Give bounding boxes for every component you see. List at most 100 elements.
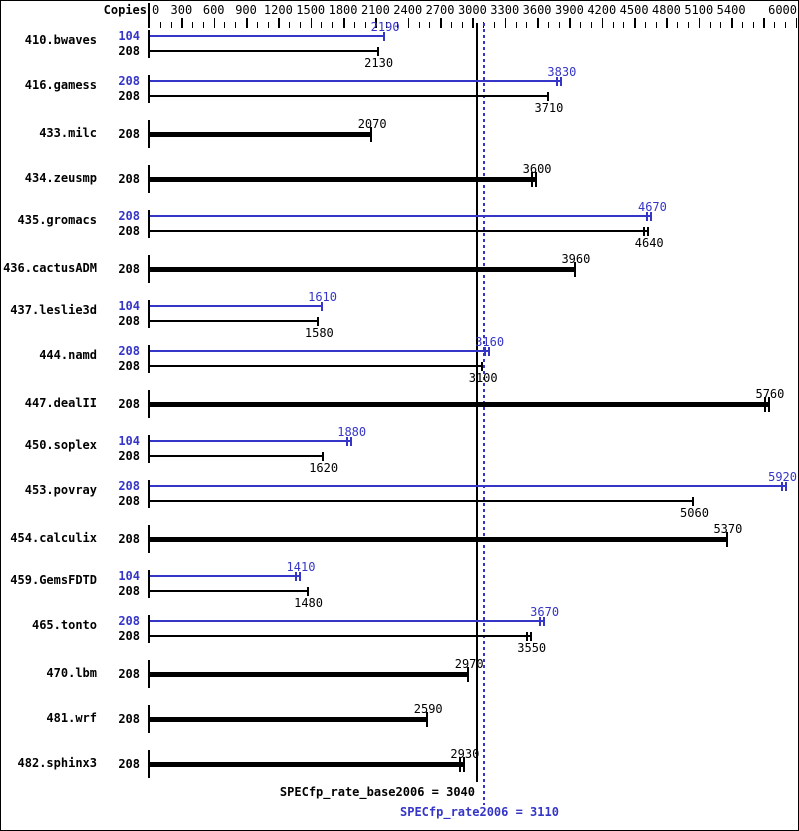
base-result-bar <box>150 671 470 677</box>
x-axis-major-tick <box>698 18 701 28</box>
base-result-bar <box>150 590 309 592</box>
copies-label: 208 <box>118 344 140 358</box>
bar-end-tick <box>529 632 532 641</box>
x-axis-minor-tick <box>299 22 301 28</box>
copies-label: 208 <box>118 667 140 681</box>
bar-value-label: 5920 <box>768 470 798 484</box>
x-axis-tick-label: 5400 <box>716 3 746 17</box>
peak-result-bar <box>150 215 653 217</box>
x-axis-tick-label: 3900 <box>554 3 584 17</box>
bar-value-label: 5370 <box>713 522 743 536</box>
x-axis-minor-tick <box>558 22 560 28</box>
base-result-bar <box>150 176 538 182</box>
bar-end-tick <box>426 712 429 727</box>
x-axis-minor-tick <box>418 22 420 28</box>
peak-result-bar <box>150 485 788 487</box>
bar-median-tick <box>294 572 297 581</box>
base-result-bar <box>150 320 320 322</box>
row-axis-spine <box>148 255 150 283</box>
bar-value-label: 1480 <box>294 596 323 610</box>
x-axis-major-tick <box>569 18 571 28</box>
x-axis-minor-tick <box>289 22 291 28</box>
x-axis-major-tick <box>213 18 216 28</box>
row-axis-spine <box>148 345 150 373</box>
benchmark-name-label: 410.bwaves <box>24 33 97 47</box>
x-axis-tick-label: 2700 <box>425 3 455 17</box>
x-axis-major-tick <box>278 18 280 28</box>
x-axis-major-tick <box>763 18 765 28</box>
x-axis-minor-tick <box>688 22 689 28</box>
copies-label: 208 <box>118 532 140 546</box>
x-axis-minor-tick <box>396 22 398 28</box>
x-axis-minor-tick <box>752 22 754 28</box>
x-axis-minor-tick <box>332 22 334 28</box>
bar-value-label: 1580 <box>304 326 334 340</box>
x-axis-minor-tick <box>429 22 431 28</box>
x-axis-tick-label: 900 <box>235 3 257 17</box>
row-axis-spine <box>148 165 150 193</box>
peak-rate-summary: SPECfp_rate2006 = 3110 <box>400 805 559 819</box>
row-axis-spine <box>148 120 150 148</box>
x-axis-minor-tick <box>256 22 258 28</box>
x-axis-tick-label: 5100 <box>684 3 714 17</box>
bar-end-tick <box>306 587 309 596</box>
bar-end-tick <box>573 262 576 277</box>
copies-label: 208 <box>118 209 140 223</box>
bar-value-label: 2970 <box>454 657 484 671</box>
peak-result-bar <box>150 35 386 37</box>
copies-label: 208 <box>118 494 140 508</box>
x-axis-minor-tick <box>741 22 743 28</box>
bar-end-tick <box>481 362 484 371</box>
x-axis-minor-tick <box>321 22 323 28</box>
copies-label: 208 <box>118 172 140 186</box>
bar-end-tick <box>383 32 386 41</box>
row-axis-spine <box>148 525 150 553</box>
x-axis-minor-tick <box>644 22 646 28</box>
bar-end-tick <box>376 47 379 56</box>
x-axis-minor-tick <box>450 22 452 28</box>
bar-value-label: 1610 <box>308 290 338 304</box>
row-axis-spine <box>148 660 150 688</box>
bar-value-label: 2070 <box>357 117 387 131</box>
benchmark-name-label: 470.lbm <box>46 666 97 680</box>
bar-median-tick <box>525 632 528 641</box>
bar-value-label: 1880 <box>337 425 367 439</box>
row-axis-spine <box>148 705 150 733</box>
bar-value-label: 4670 <box>637 200 667 214</box>
row-axis-spine <box>148 480 150 508</box>
x-axis-tick-label: 300 <box>170 3 193 17</box>
copies-label: 208 <box>118 74 140 88</box>
x-axis-tick-label: 3300 <box>490 3 520 17</box>
copies-label: 104 <box>118 569 140 583</box>
x-axis-tick-label: 1800 <box>328 3 358 17</box>
benchmark-name-label: 447.dealII <box>24 396 97 410</box>
bar-value-label: 5060 <box>680 506 709 520</box>
bar-median-tick <box>345 437 348 446</box>
row-axis-spine <box>148 570 150 598</box>
bar-median-tick <box>538 617 541 626</box>
x-axis-minor-tick <box>655 22 657 28</box>
peak-result-bar <box>150 440 352 442</box>
x-axis-minor-tick <box>590 22 592 28</box>
x-axis-minor-tick <box>515 22 517 28</box>
bar-end-tick <box>785 482 788 491</box>
row-axis-spine <box>148 210 150 238</box>
copies-label: 208 <box>118 449 140 463</box>
x-axis-tick-label: 4200 <box>587 3 617 17</box>
copies-label: 208 <box>118 89 140 103</box>
x-axis-major-tick <box>375 18 377 28</box>
bar-value-label: 2190 <box>370 20 400 34</box>
bar-value-label: 3550 <box>517 641 547 655</box>
benchmark-name-label: 450.soplex <box>24 438 97 452</box>
x-axis-minor-tick <box>159 22 161 28</box>
x-axis-minor-tick <box>353 22 355 28</box>
x-axis-major-tick <box>537 18 539 28</box>
bar-value-label: 4640 <box>634 236 664 250</box>
x-axis-major-tick <box>601 18 604 28</box>
copies-label: 208 <box>118 614 140 628</box>
base-result-bar <box>150 230 650 232</box>
copies-column-header: Copies <box>103 3 147 17</box>
peak-rate-reference-line <box>483 23 486 805</box>
x-axis-minor-tick <box>267 22 269 28</box>
